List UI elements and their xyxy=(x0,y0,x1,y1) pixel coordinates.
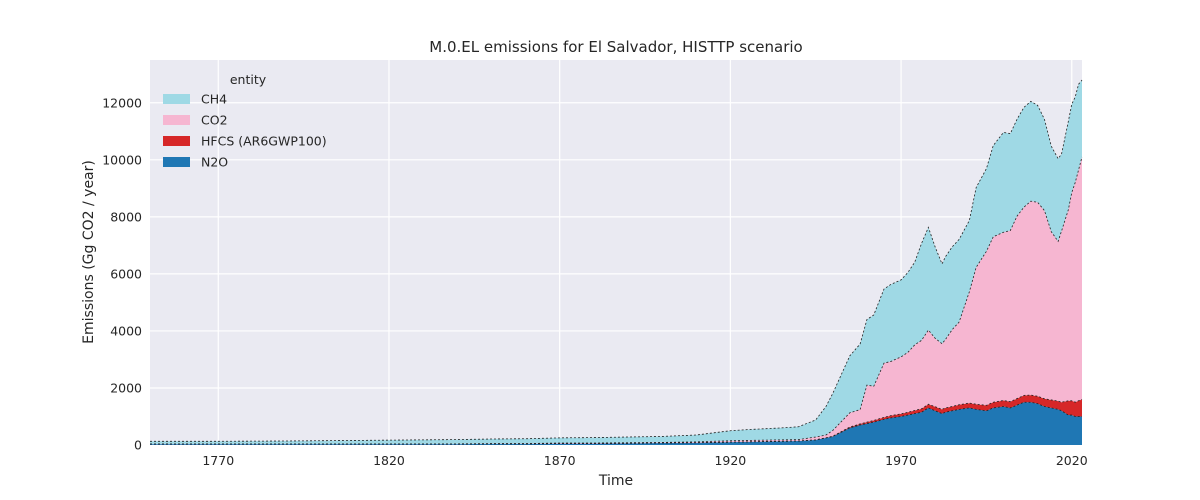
legend-swatch xyxy=(163,115,190,125)
legend-swatch xyxy=(163,157,190,167)
legend: entity CH4 CO2 HFCS (AR6GWP100) N2O xyxy=(163,72,327,170)
legend-swatch xyxy=(163,136,190,146)
x-tick-label: 1820 xyxy=(373,453,405,468)
y-tick-label: 10000 xyxy=(102,152,142,167)
outline-hfcs-ar6gwp100 xyxy=(150,394,1083,445)
outline-n2o xyxy=(150,401,1082,445)
x-tick-labels: 1770 1820 1870 1920 1970 2020 xyxy=(202,453,1087,468)
x-tick-label: 2020 xyxy=(1056,453,1088,468)
y-tick-label: 8000 xyxy=(110,209,142,224)
legend-label: CO2 xyxy=(201,113,228,128)
y-tick-label: 12000 xyxy=(102,95,142,110)
chart-title: M.0.EL emissions for El Salvador, HISTTP… xyxy=(429,38,802,56)
legend-title: entity xyxy=(230,72,267,87)
y-tick-label: 0 xyxy=(134,438,142,453)
x-tick-label: 1970 xyxy=(885,453,917,468)
x-tick-label: 1770 xyxy=(202,453,234,468)
y-tick-label: 2000 xyxy=(110,380,142,395)
stack-outlines xyxy=(150,79,1083,445)
legend-label: HFCS (AR6GWP100) xyxy=(201,134,327,149)
legend-label: CH4 xyxy=(201,92,227,107)
outline-ch4 xyxy=(150,79,1083,442)
area-n2o xyxy=(150,402,1082,445)
y-axis-label: Emissions (Gg CO2 / year) xyxy=(81,160,97,344)
x-axis-label: Time xyxy=(598,473,633,489)
legend-label: N2O xyxy=(201,155,228,170)
outline-co2 xyxy=(150,156,1083,445)
y-tick-label: 4000 xyxy=(110,323,142,338)
x-tick-label: 1870 xyxy=(544,453,576,468)
legend-swatch xyxy=(163,94,190,104)
stacked-areas xyxy=(150,79,1082,445)
y-tick-label: 6000 xyxy=(110,266,142,281)
y-tick-labels: 0 2000 4000 6000 8000 10000 12000 xyxy=(102,95,142,452)
x-tick-label: 1920 xyxy=(714,453,746,468)
